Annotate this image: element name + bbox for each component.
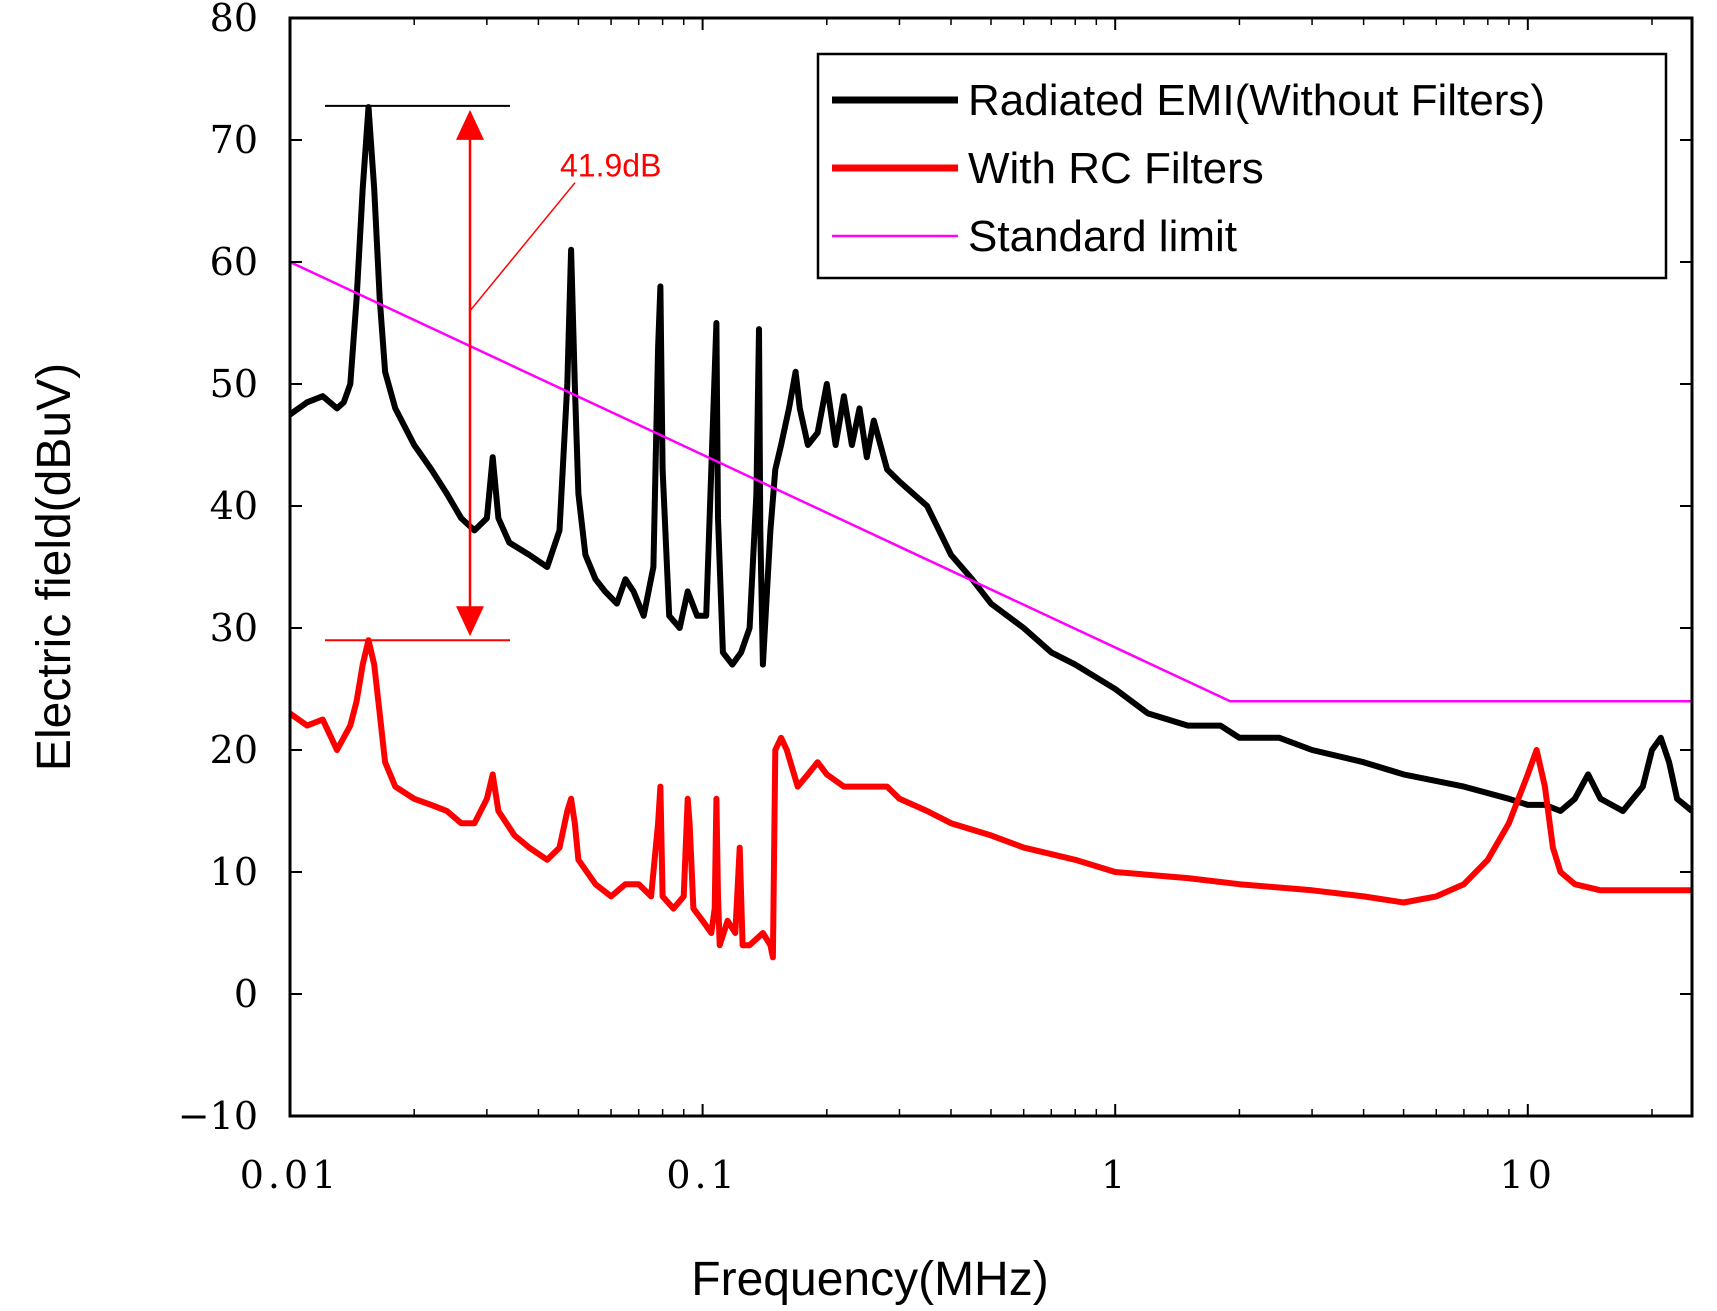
y-tick-label: 30 — [210, 606, 258, 650]
x-tick-label: 10 — [1500, 1153, 1556, 1197]
anno-arrowhead-down — [456, 606, 484, 637]
y-tick-label: −10 — [178, 1094, 258, 1138]
y-tick-label: 60 — [210, 240, 258, 284]
y-tick-label: 70 — [210, 118, 258, 162]
x-tick-label: 0.1 — [666, 1153, 738, 1197]
anno-arrowhead-up — [456, 109, 484, 140]
legend-entry: Radiated EMI(Without Filters) — [968, 76, 1545, 125]
y-tick-label: 40 — [210, 484, 258, 528]
legend-box — [816, 52, 1668, 280]
series-line-standard-limit — [289, 260, 1692, 703]
legend-entry: Standard limit — [968, 212, 1237, 261]
anno-label: 41.9dB — [560, 148, 661, 184]
y-tick-label: 20 — [210, 728, 258, 772]
y-tick-label: 10 — [210, 850, 258, 894]
y-tick-label: 0 — [234, 972, 258, 1016]
x-axis-label: Frequency(MHz) — [691, 1253, 1048, 1306]
series-line-rc-filters — [288, 637, 1692, 961]
anno-leader-line — [469, 182, 576, 312]
series-line-without-filters — [288, 104, 1694, 814]
y-tick-label: 50 — [210, 362, 258, 406]
y-tick-label: 80 — [210, 0, 258, 40]
legend-entry: With RC Filters — [968, 144, 1264, 193]
x-tick-label: 0.01 — [240, 1153, 341, 1197]
y-axis-label: Electric field(dBuV) — [28, 363, 81, 771]
legend: Radiated EMI(Without Filters) With RC Fil… — [816, 52, 1668, 280]
x-tick-label: 1 — [1101, 1153, 1129, 1197]
